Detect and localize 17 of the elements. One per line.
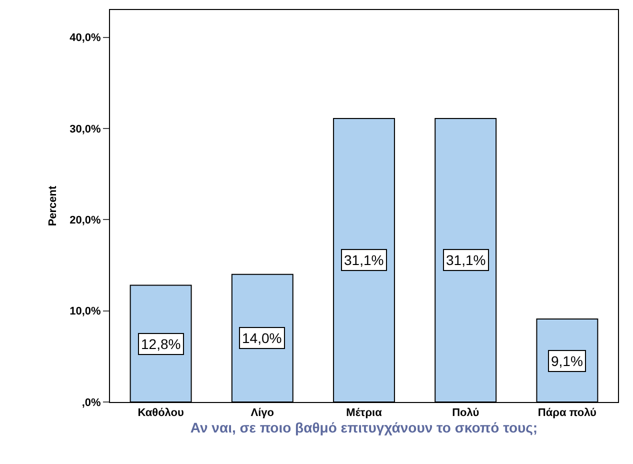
x-tick-label: Μέτρια bbox=[346, 407, 382, 420]
data-label: 31,1% bbox=[344, 252, 384, 268]
y-tick-label: 10,0% bbox=[70, 306, 102, 318]
y-tick-label: 30,0% bbox=[70, 123, 102, 136]
y-axis-title: Percent bbox=[47, 185, 60, 226]
data-label: 12,8% bbox=[141, 336, 181, 352]
x-tick-label: Πολύ bbox=[452, 407, 480, 420]
data-label: 14,0% bbox=[242, 330, 282, 346]
data-label: 31,1% bbox=[446, 252, 486, 268]
x-tick-label: Καθόλου bbox=[138, 407, 184, 420]
x-axis-title: Αν ναι, σε ποιο βαθμό επιτυγχάνουν το σκοπό τους; bbox=[190, 420, 538, 436]
x-tick-label: Λίγο bbox=[250, 407, 274, 420]
x-tick-label: Πάρα πολύ bbox=[538, 407, 596, 420]
y-tick-label: 40,0% bbox=[70, 32, 102, 44]
y-tick-label: 20,0% bbox=[70, 214, 102, 227]
data-label: 9,1% bbox=[551, 353, 583, 369]
y-tick-label: ,0% bbox=[82, 396, 102, 409]
